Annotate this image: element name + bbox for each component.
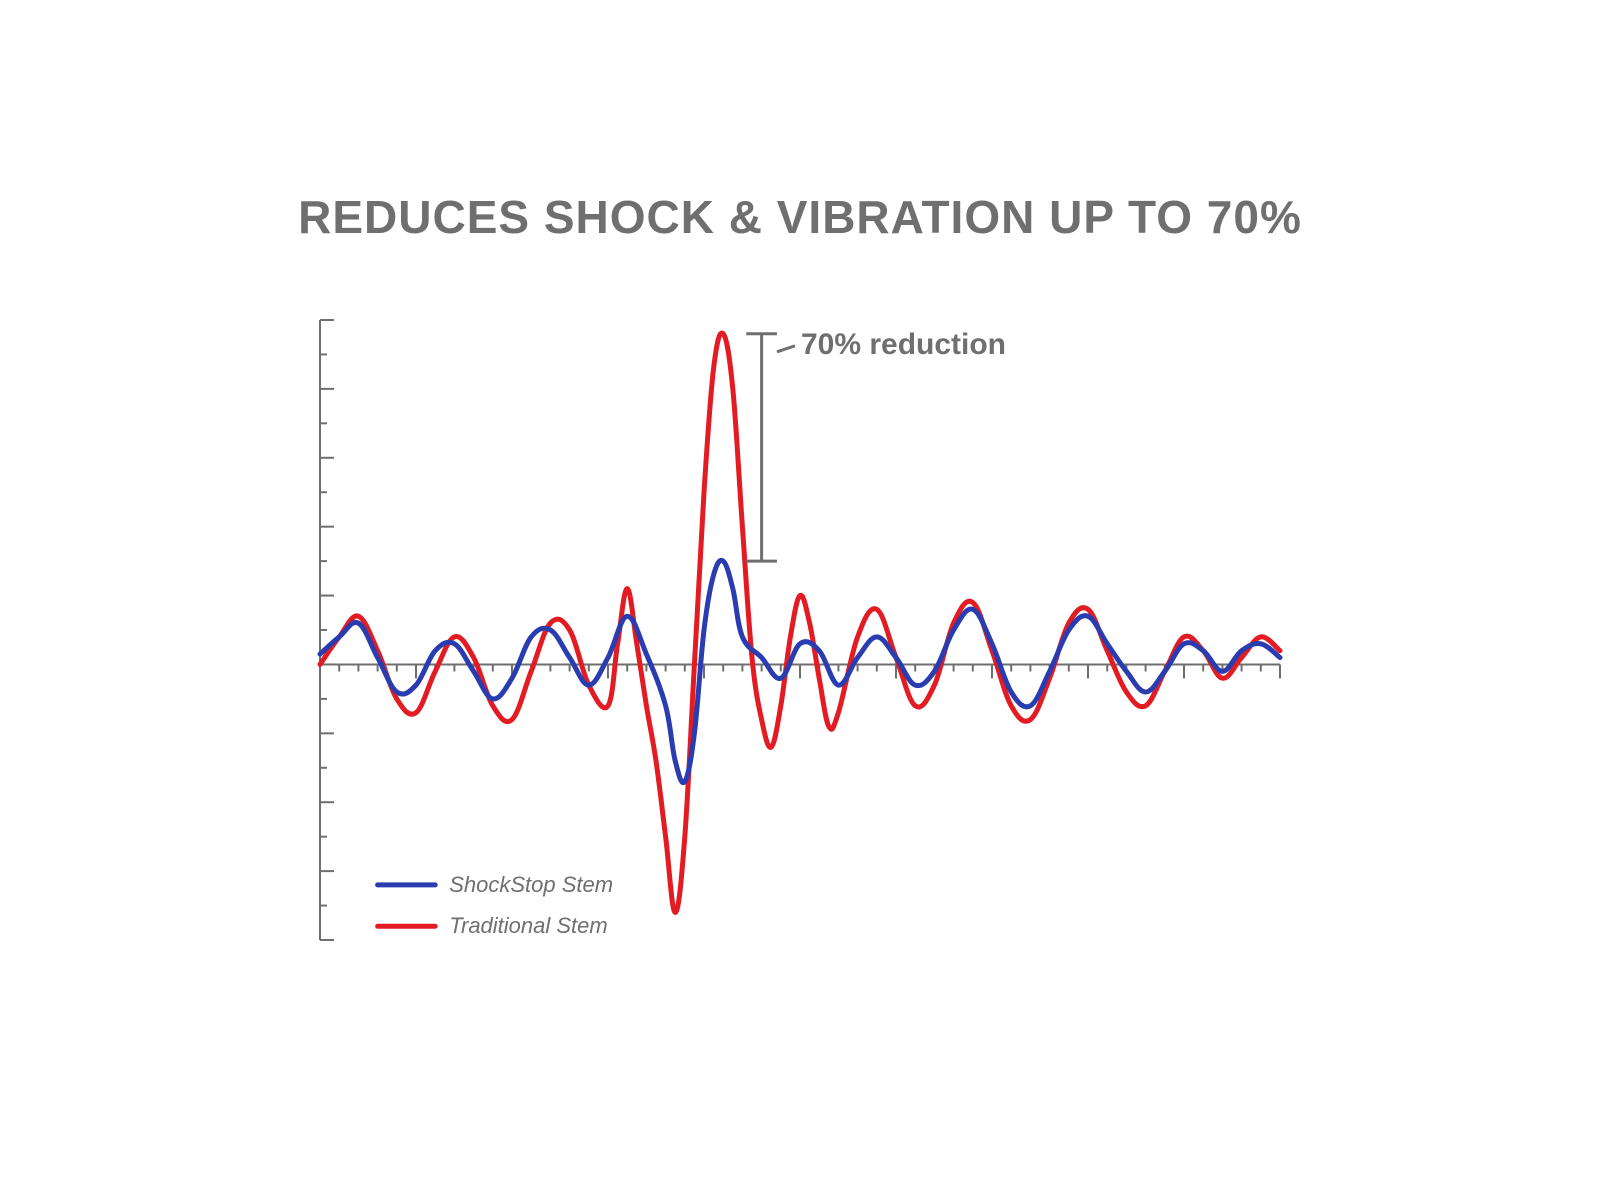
chart-container: 70% reduction ShockStop Stem Traditional S…: [300, 300, 1300, 1000]
series-line: [320, 333, 1280, 912]
annotation-leader: [777, 346, 795, 352]
vibration-chart: 70% reduction ShockStop Stem Traditional S…: [300, 300, 1300, 1000]
legend-label: ShockStop Stem: [449, 872, 613, 897]
annotation-label: 70% reduction: [801, 328, 1006, 361]
chart-title: REDUCES SHOCK & VIBRATION UP TO 70%: [0, 190, 1600, 244]
page: REDUCES SHOCK & VIBRATION UP TO 70% 70% …: [0, 0, 1600, 1200]
legend-label: Traditional Stem: [449, 913, 608, 938]
